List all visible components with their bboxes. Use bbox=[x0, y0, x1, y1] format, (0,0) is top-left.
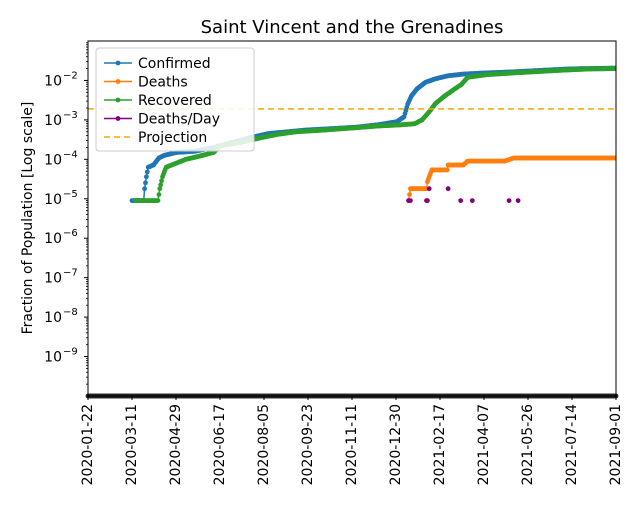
point-deaths-day bbox=[515, 198, 521, 204]
y-tick-label: 10 bbox=[44, 73, 62, 89]
legend-box bbox=[95, 47, 255, 152]
y-tick-label: 10 bbox=[44, 231, 62, 247]
chart-title: Saint Vincent and the Grenadines bbox=[201, 17, 504, 38]
point-confirmed bbox=[144, 169, 150, 175]
point-confirmed bbox=[143, 180, 148, 186]
x-tick-label: 2021-07-14 bbox=[564, 404, 580, 485]
x-tick-label: 2021-04-07 bbox=[476, 404, 492, 485]
y-tick-label: 10 bbox=[44, 271, 62, 287]
legend-item-deaths: Deaths bbox=[104, 75, 188, 91]
point-recovered bbox=[156, 192, 162, 198]
point-recovered bbox=[157, 186, 163, 192]
point-deaths-day bbox=[426, 186, 432, 192]
legend-label-recovered: Recovered bbox=[138, 93, 212, 109]
point-deaths bbox=[444, 167, 450, 173]
point-recovered bbox=[155, 198, 161, 204]
legend-marker-confirmed bbox=[115, 60, 121, 66]
point-deaths-day bbox=[408, 198, 413, 204]
x-tick-label: 2020-04-29 bbox=[168, 404, 184, 485]
y-tick-exponent: −8 bbox=[63, 307, 78, 318]
y-tick-exponent: −6 bbox=[63, 228, 78, 239]
point-deaths-day bbox=[458, 198, 464, 204]
legend-item-confirmed: Confirmed bbox=[104, 56, 211, 72]
x-tick-label: 2021-05-26 bbox=[520, 404, 536, 485]
point-recovered bbox=[159, 178, 165, 184]
y-tick-exponent: −9 bbox=[63, 347, 78, 358]
y-axis-label: Fraction of Population [Log scale] bbox=[20, 102, 36, 335]
y-tick-exponent: −3 bbox=[63, 110, 78, 121]
legend-item-projection: Projection bbox=[104, 130, 207, 146]
x-tick-label: 2020-09-23 bbox=[300, 404, 316, 485]
legend-label-deaths: Deaths bbox=[138, 75, 188, 91]
series-deaths bbox=[406, 155, 616, 204]
y-tick-exponent: −4 bbox=[63, 149, 78, 160]
point-deaths-day bbox=[506, 198, 512, 204]
point-deaths-day bbox=[445, 186, 451, 192]
y-tick-label: 10 bbox=[44, 152, 62, 168]
point-deaths bbox=[407, 192, 412, 198]
point-confirmed bbox=[142, 186, 148, 192]
x-tick-label: 2020-03-11 bbox=[124, 404, 140, 485]
legend-marker-recovered bbox=[115, 97, 121, 103]
x-tick-label: 2020-01-22 bbox=[80, 404, 96, 485]
x-tick-label: 2021-02-17 bbox=[432, 404, 448, 485]
x-tick-label: 2021-09-01 bbox=[608, 404, 624, 485]
y-tick-exponent: −7 bbox=[63, 268, 78, 279]
point-recovered bbox=[158, 182, 164, 188]
legend-label-projection: Projection bbox=[138, 130, 207, 146]
point-deaths-day bbox=[469, 198, 475, 204]
x-axis: 2020-01-22 2020-03-11 2020-04-29 2020-06-17… bbox=[80, 396, 624, 485]
plot-frame bbox=[87, 40, 617, 397]
y-tick-exponent: −2 bbox=[63, 70, 78, 81]
x-tick-label: 2020-11-11 bbox=[344, 404, 360, 485]
legend-marker-deaths-day bbox=[115, 116, 121, 121]
legend-label-deaths-day: Deaths/Day bbox=[138, 112, 220, 128]
legend: Confirmed Deaths Recovered Deaths/Day Projec… bbox=[95, 47, 255, 152]
legend-item-deaths-day: Deaths/Day bbox=[104, 112, 220, 128]
series-deaths-day bbox=[406, 186, 521, 204]
x-tick-label: 2020-12-30 bbox=[388, 404, 404, 485]
legend-marker-deaths bbox=[115, 79, 121, 84]
point-deaths-day bbox=[425, 198, 430, 204]
y-tick-label: 10 bbox=[44, 350, 62, 366]
point-recovered bbox=[613, 66, 616, 71]
legend-item-recovered: Recovered bbox=[104, 93, 212, 109]
point-confirmed bbox=[144, 174, 149, 180]
y-tick-exponent: −5 bbox=[63, 189, 78, 200]
y-tick-label: 10 bbox=[44, 310, 62, 326]
x-tick-label: 2020-08-05 bbox=[256, 404, 272, 485]
y-tick-label: 10 bbox=[44, 192, 62, 208]
y-tick-label: 10 bbox=[44, 113, 62, 129]
x-tick-label: 2020-06-17 bbox=[212, 404, 228, 485]
legend-label-confirmed: Confirmed bbox=[138, 56, 211, 72]
point-deaths bbox=[613, 155, 616, 161]
